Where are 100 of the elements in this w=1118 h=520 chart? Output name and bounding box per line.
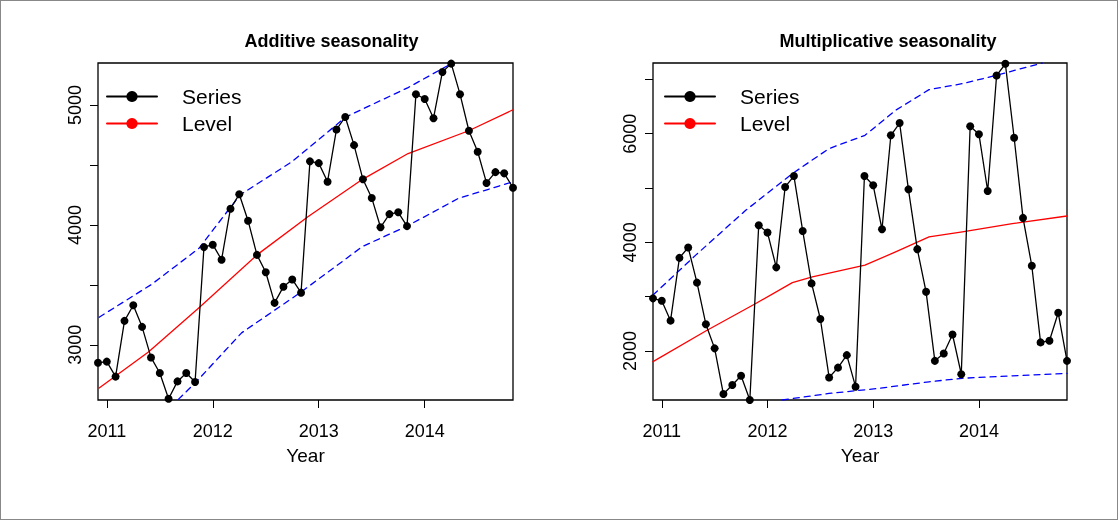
point: [807, 279, 816, 288]
point: [94, 358, 102, 367]
point: [834, 363, 843, 372]
point: [922, 287, 931, 296]
point: [1036, 338, 1045, 347]
point: [710, 344, 719, 353]
point: [305, 157, 314, 166]
point: [878, 225, 886, 234]
point: [155, 369, 164, 378]
point: [403, 222, 412, 231]
point: [367, 193, 376, 202]
point: [737, 371, 746, 380]
line-series: [781, 372, 1068, 401]
point: [745, 396, 754, 404]
chart-title: Multiplicative seasonality: [779, 31, 997, 51]
point: [332, 125, 341, 134]
point: [464, 126, 473, 135]
x-axis-title: Year: [286, 445, 326, 466]
point: [279, 282, 288, 291]
point: [138, 322, 147, 331]
point: [261, 268, 270, 277]
point: [728, 381, 737, 390]
point: [323, 177, 332, 186]
point: [473, 147, 482, 156]
point: [974, 130, 983, 139]
point: [447, 59, 456, 68]
point: [314, 159, 323, 168]
point: [754, 221, 763, 230]
point: [244, 216, 253, 225]
x-tick-label: 2012: [747, 421, 788, 441]
point: [500, 169, 509, 178]
point: [763, 228, 772, 237]
point: [1001, 59, 1010, 68]
point: [842, 351, 851, 360]
point: [147, 353, 155, 362]
point: [948, 330, 957, 339]
point: [102, 357, 111, 366]
x-tick-label: 2011: [642, 421, 682, 441]
y-tick-label: 6000: [620, 113, 640, 154]
y-tick-label: 4000: [620, 222, 640, 263]
point: [509, 183, 517, 192]
legend-label: Level: [740, 112, 791, 135]
point: [288, 275, 297, 284]
point: [675, 253, 684, 262]
point: [226, 204, 235, 213]
y-tick-label: 5000: [65, 84, 85, 125]
point: [1019, 213, 1028, 222]
y-tick-label: 2000: [620, 331, 640, 372]
point: [860, 172, 869, 181]
point: [297, 288, 306, 297]
point: [358, 175, 367, 184]
point: [199, 243, 208, 252]
point: [781, 182, 790, 191]
point: [886, 131, 895, 140]
chart-title: Additive seasonality: [244, 31, 419, 51]
point: [939, 349, 948, 358]
point: [385, 210, 394, 219]
point: [1063, 356, 1071, 365]
point: [816, 315, 825, 324]
point: [789, 172, 798, 181]
point: [491, 168, 500, 177]
point: [913, 245, 922, 254]
line-series: [652, 215, 1068, 363]
point: [825, 373, 834, 382]
point: [235, 190, 244, 199]
point: [120, 316, 129, 325]
point: [772, 263, 781, 272]
point: [217, 255, 226, 264]
point: [164, 394, 173, 403]
legend-label: Level: [182, 112, 233, 135]
point: [411, 90, 420, 99]
y-tick-label: 3000: [65, 324, 85, 365]
point: [1027, 261, 1036, 270]
point: [992, 71, 1001, 80]
x-axis-title: Year: [840, 445, 880, 466]
point: [270, 298, 279, 307]
x-tick-label: 2013: [298, 421, 339, 441]
point: [719, 390, 728, 399]
point: [1054, 308, 1063, 317]
point: [692, 278, 701, 287]
point: [438, 68, 447, 76]
point: [482, 178, 491, 187]
point: [429, 114, 438, 123]
point: [456, 90, 465, 99]
point: [173, 377, 182, 386]
point: [930, 356, 939, 365]
point: [649, 294, 657, 303]
x-tick-label: 2013: [853, 421, 894, 441]
point: [111, 372, 120, 381]
point: [376, 223, 385, 232]
point: [182, 369, 191, 378]
point: [684, 243, 693, 252]
line-series: [98, 109, 514, 389]
point: [208, 240, 217, 249]
legend-label: Series: [740, 85, 800, 108]
x-tick-label: 2012: [192, 421, 233, 441]
point: [798, 226, 807, 235]
x-tick-label: 2014: [404, 421, 445, 441]
point: [966, 122, 975, 131]
point: [701, 320, 710, 329]
